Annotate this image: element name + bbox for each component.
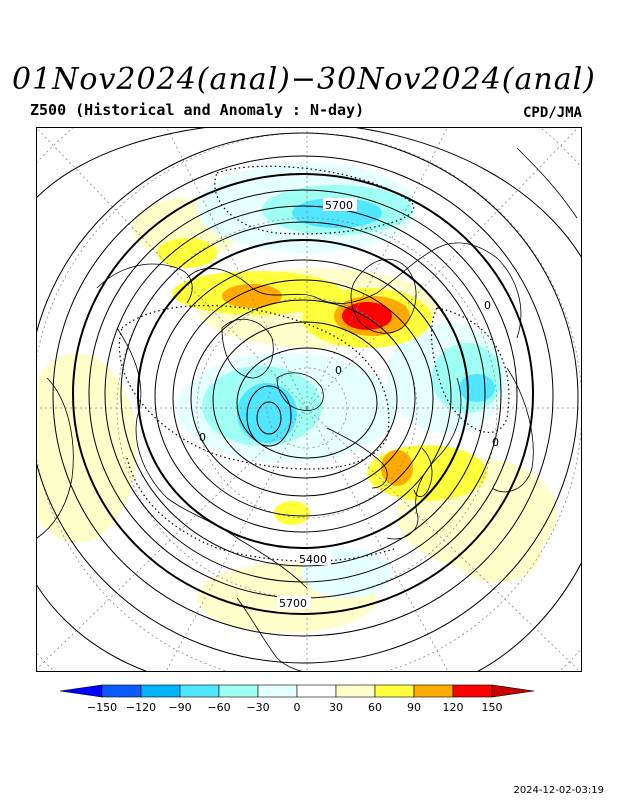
colorbar-boxes [60, 684, 535, 698]
height-contour [72, 173, 534, 615]
contour-label-0-center: 0 [335, 364, 342, 377]
colorbar-tick-label: 60 [368, 701, 382, 714]
contour-label-0-west: 0 [199, 431, 206, 444]
colorbar-box [257, 684, 298, 698]
colorbar-box [335, 684, 376, 698]
colorbar-tick-label: 90 [407, 701, 421, 714]
height-contours [37, 128, 581, 671]
coastlines [37, 147, 578, 671]
colorbar-tick-label: −60 [207, 701, 230, 714]
height-contour [104, 205, 502, 583]
height-contour [236, 347, 378, 459]
anomaly-neg-east-inner [459, 374, 495, 402]
colorbar: −150 −120 −90 −60 −30 0 30 60 90 120 150 [60, 684, 535, 714]
zero-contour [126, 457, 398, 562]
colorbar-box [179, 684, 220, 698]
anomaly-pos-east-asia-orange [381, 450, 413, 486]
height-contour [37, 132, 579, 664]
colorbar-tick-label: −30 [246, 701, 269, 714]
height-contour [172, 279, 434, 517]
height-contour-outer [37, 584, 148, 671]
colorbar-tick-label: −120 [126, 701, 156, 714]
colorbar-tick-label: 150 [482, 701, 503, 714]
anomaly-pos-europe-orange [222, 284, 282, 308]
coastline-north-pacific [516, 147, 578, 219]
coastline-eurasia [186, 242, 522, 339]
colorbar-box [296, 684, 337, 698]
colorbar-tick-label: 30 [329, 701, 343, 714]
chart-subtitle: Z500 (Historical and Anomaly : N-day) [30, 101, 365, 119]
height-contour [52, 155, 554, 637]
anomaly-pos-west-atlantic [37, 353, 137, 543]
coastline-scandinavia [350, 259, 417, 334]
coastline-alaska [326, 427, 388, 489]
meridian-line [306, 407, 580, 671]
colorbar-box [452, 684, 493, 698]
height-contour [190, 299, 416, 497]
anomaly-pos-northwest-yellow [157, 238, 217, 268]
colorbar-box [413, 684, 454, 698]
coastline-north-america [116, 327, 308, 589]
chart-title: 01Nov2024(anal)−30Nov2024(anal) [12, 62, 596, 97]
height-contour-outer [37, 128, 581, 258]
height-contour [154, 259, 452, 533]
low-center-contour [256, 401, 282, 435]
colorbar-box [140, 684, 181, 698]
source-label: CPD/JMA [522, 105, 582, 121]
meridian-line [306, 128, 448, 409]
anomaly-pos-small-south [274, 501, 310, 525]
height-contour [120, 221, 486, 567]
colorbar-tick-label: 120 [443, 701, 464, 714]
colorbar-box [218, 684, 259, 698]
contour-label-0-southeast: 0 [492, 436, 499, 449]
polar-map: 5700 0 0 0 5400 5700 0 [36, 127, 582, 672]
contour-label-5400-south: 5400 [299, 553, 327, 566]
coastline-africa [37, 377, 74, 539]
anomaly-neg-north-inner [292, 198, 382, 228]
colorbar-ticks: −150 −120 −90 −60 −30 0 30 60 90 120 150 [87, 701, 503, 714]
coastline-central-america [236, 597, 303, 671]
height-contour [212, 321, 398, 479]
colorbar-tick-label: 0 [294, 701, 301, 714]
contour-label-5700-north: 5700 [325, 199, 353, 212]
coastline-japan [413, 447, 433, 497]
coastline-east-asia [386, 377, 462, 540]
contour-labels: 5700 0 0 0 5400 5700 0 [199, 198, 499, 610]
height-contour-outer [477, 562, 581, 671]
colorbar-tick-label: −150 [87, 701, 117, 714]
colorbar-tick-label: −90 [168, 701, 191, 714]
timestamp: 2024-12-02-03:19 [513, 785, 604, 796]
height-contour [137, 239, 469, 549]
contour-label-0-east: 0 [484, 299, 491, 312]
coastline-greenland [221, 319, 274, 379]
coastline-europe-west [96, 263, 193, 304]
low-center-contour [246, 385, 292, 447]
meridian-line [166, 128, 308, 409]
coastline-arctic-islands [276, 372, 324, 411]
coastline-southeast-asia [491, 367, 534, 493]
colorbar-end-low [60, 684, 103, 698]
colorbar-box [101, 684, 142, 698]
colorbar-box [374, 684, 415, 698]
contour-label-5700-south: 5700 [279, 597, 307, 610]
colorbar-end-high [491, 684, 535, 698]
map-canvas: 5700 0 0 0 5400 5700 0 [37, 128, 581, 671]
